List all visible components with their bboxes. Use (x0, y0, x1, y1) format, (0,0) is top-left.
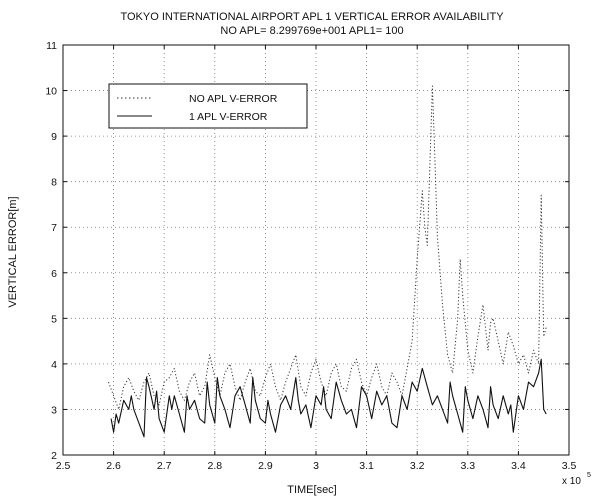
ticks: 2.5 2.6 2.7 2.8 2.9 3 3.1 3.2 3.3 3.4 3.5 2 3 4 5 6 7 8 9 1… (45, 40, 576, 472)
y-tick-label: 7 (51, 222, 57, 234)
x-axis-label: TIME[sec] (287, 484, 337, 496)
chart-title: TOKYO INTERNATIONAL AIRPORT APL 1 VERTIC… (120, 11, 504, 23)
y-tick-label: 3 (51, 404, 57, 416)
series-line-1-apl (110, 358, 547, 438)
x-tick-label: 2.8 (207, 460, 222, 472)
y-tick-label: 10 (45, 86, 57, 98)
x-tick-label: 2.9 (258, 460, 273, 472)
x-tick-label: 3 (313, 460, 319, 472)
x-tick-label: 3.3 (460, 460, 475, 472)
legend-label-no-apl: NO APL V-ERROR (189, 93, 278, 105)
x-multiplier-exponent: 5 (587, 472, 591, 479)
y-tick-label: 4 (51, 359, 57, 371)
x-tick-label: 2.7 (157, 460, 172, 472)
x-tick-label: 3.2 (410, 460, 425, 472)
y-tick-label: 8 (51, 177, 57, 189)
chart-subtitle: NO APL= 8.299769e+001 APL1= 100 (220, 25, 403, 37)
y-axis-label: VERTICAL ERROR[m] (7, 196, 19, 307)
series-layer (108, 85, 547, 438)
y-tick-label: 5 (51, 313, 57, 325)
x-tick-label: 3.1 (359, 460, 374, 472)
y-tick-label: 6 (51, 268, 57, 280)
x-tick-label: 3.4 (511, 460, 526, 472)
legend-box (108, 83, 308, 129)
y-tick-label: 2 (51, 450, 57, 462)
x-tick-label: 2.5 (56, 460, 71, 472)
y-tick-label: 9 (51, 131, 57, 143)
y-tick-label: 11 (46, 40, 57, 52)
x-multiplier: x 10 (562, 476, 581, 487)
x-tick-label: 3.5 (562, 460, 577, 472)
legend: NO APL V-ERROR 1 APL V-ERROR (108, 83, 308, 129)
legend-label-1-apl: 1 APL V-ERROR (189, 111, 268, 123)
series-line-no-apl (108, 85, 547, 410)
x-tick-label: 2.6 (106, 460, 121, 472)
